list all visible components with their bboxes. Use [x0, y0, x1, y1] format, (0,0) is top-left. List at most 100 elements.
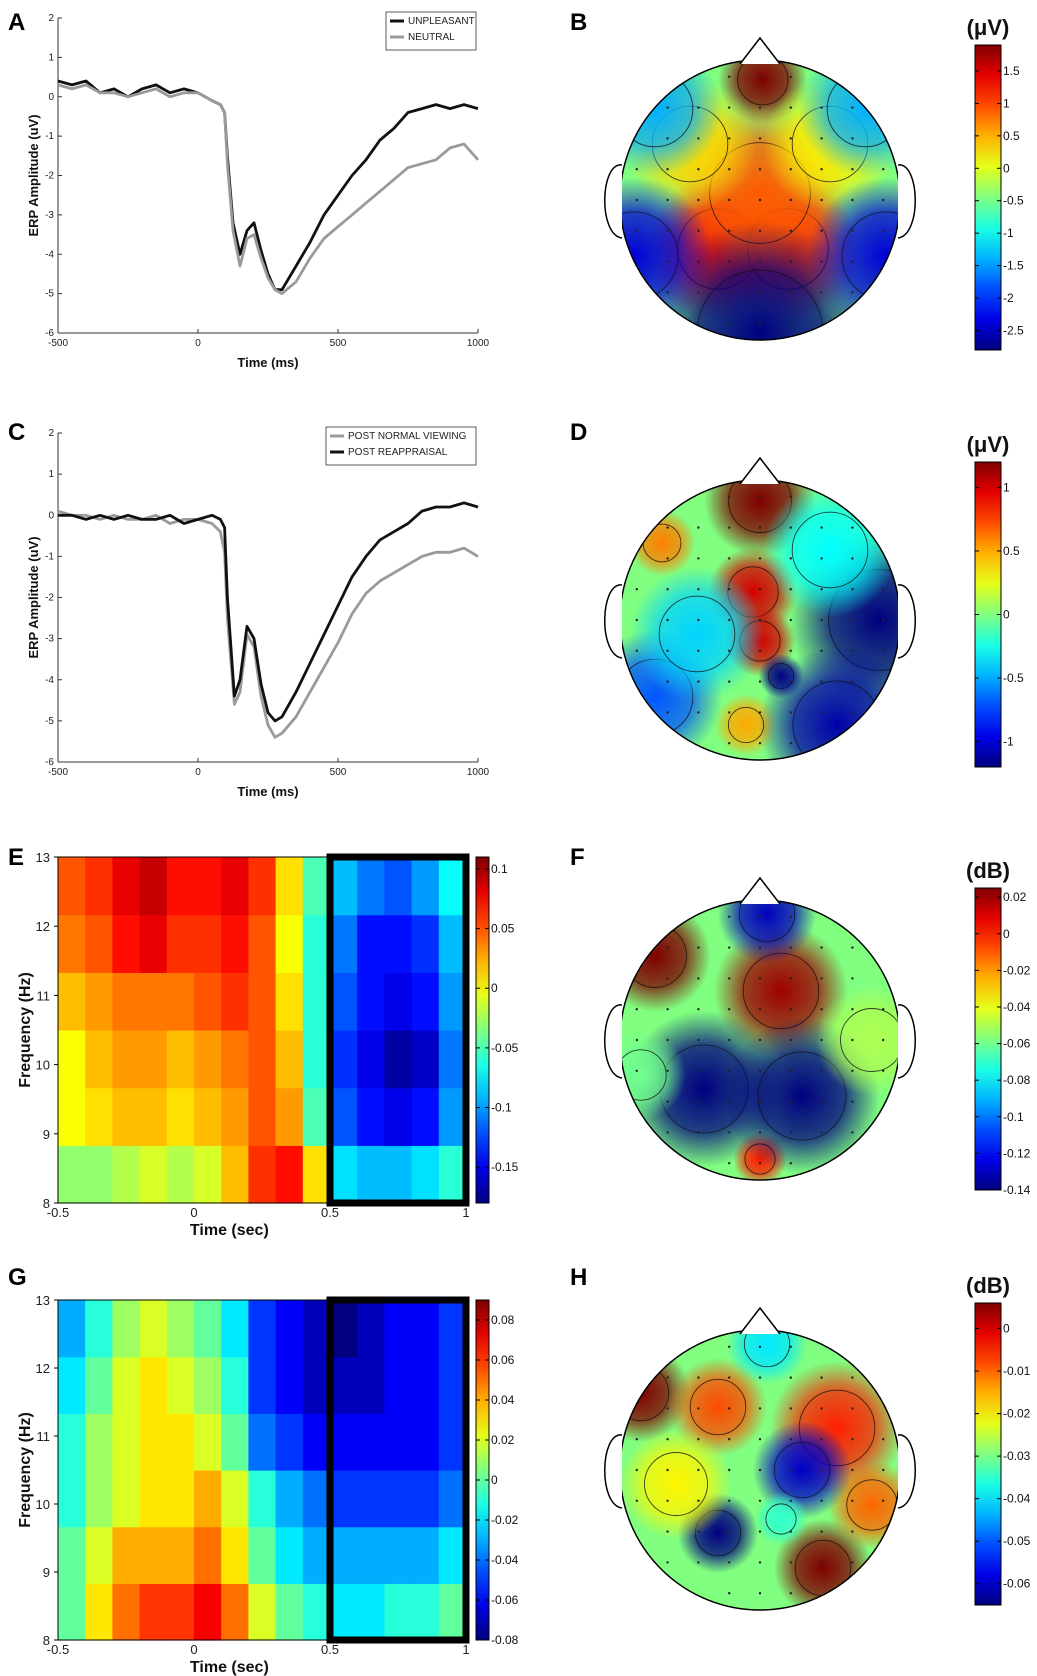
heatmap-cell [112, 1356, 141, 1414]
electrode [882, 168, 885, 171]
heatmap-cell [275, 857, 304, 916]
x-tick-label: 0 [190, 1642, 197, 1657]
electrode [697, 229, 700, 232]
x-tick-label: -500 [48, 338, 68, 349]
heatmap-cell [275, 1145, 304, 1204]
electrode [820, 1069, 823, 1073]
highlight-box [326, 853, 470, 1207]
colorbar-H: 0 -0.01 -0.02 -0.03 -0.04 -0.05 -0.06 (dB) [966, 1273, 1031, 1606]
heatmap-cell [438, 1087, 467, 1146]
heatmap-cell [139, 972, 168, 1031]
heatmap-cell [330, 1470, 358, 1528]
heatmap-cell [85, 1413, 113, 1471]
electrode [789, 75, 792, 79]
y-tick-label: 1 [48, 52, 54, 63]
heatmap-cell [248, 857, 277, 916]
nose [739, 876, 781, 905]
scalp-contour [840, 1008, 900, 1072]
scalp-contour [620, 1049, 667, 1101]
legend [385, 11, 477, 51]
electrode [789, 198, 792, 202]
electrode [789, 1407, 792, 1410]
x-tick-label: 1 [462, 1205, 469, 1220]
heatmap-cell [302, 1030, 331, 1089]
panel-letter-D: D [570, 419, 587, 446]
colorbar-tick-label: 0 [1003, 608, 1010, 622]
electrode [666, 106, 669, 109]
scalp-contour [773, 1441, 831, 1499]
y-tick-label: -5 [45, 289, 54, 300]
scalp-contour [765, 1503, 797, 1535]
legend [325, 426, 477, 466]
heatmap-cell [357, 1145, 385, 1204]
heatmap-cell [275, 972, 304, 1031]
heatmap-cell [330, 1145, 358, 1204]
electrode [820, 1376, 823, 1379]
heatmap-cell [411, 1356, 440, 1414]
electrode [789, 977, 792, 980]
electrode [697, 198, 700, 202]
electrode [758, 198, 762, 202]
electrode [851, 291, 854, 294]
electrode [697, 977, 700, 980]
electrode [820, 260, 823, 263]
heatmap-cell [302, 914, 331, 973]
scalp-blob [629, 566, 765, 702]
heatmap-cell [166, 1470, 195, 1528]
electrode [789, 946, 792, 949]
heatmap-cell [221, 1356, 249, 1414]
heatmap-cell [248, 1583, 277, 1641]
heatmap-cell [275, 1583, 304, 1641]
electrode [789, 495, 792, 498]
heatmap-cell [166, 972, 195, 1031]
electrode [882, 618, 885, 622]
scalp-blob [807, 177, 900, 335]
heatmap-cell [85, 1470, 113, 1528]
y-tick-label: 12 [36, 1361, 50, 1376]
panel-letter-C: C [8, 419, 25, 446]
electrode [666, 1530, 669, 1533]
heatmap-cell [275, 1413, 304, 1471]
y-tick-label: -6 [45, 328, 54, 339]
electrode [697, 1407, 700, 1410]
heatmap-cell [139, 1470, 168, 1528]
electrode [851, 1008, 854, 1011]
x-tick-label: 500 [330, 767, 347, 778]
scalp-contour [743, 1330, 791, 1368]
heatmap-cell [58, 1413, 86, 1471]
x-tick-label: -0.5 [47, 1642, 69, 1657]
heatmap-cell [248, 972, 277, 1031]
heatmap-cell [384, 1145, 413, 1204]
electrode [728, 137, 731, 140]
heatmap-cell [248, 1356, 277, 1414]
heatmap-cell [357, 857, 385, 916]
left-ear [604, 164, 623, 239]
electrode [697, 168, 700, 171]
electrode [728, 229, 731, 232]
electrode [789, 168, 792, 171]
electrode [728, 618, 731, 622]
colorbar-tick-label: 0.02 [1003, 890, 1027, 904]
heatmap-cell [194, 1470, 222, 1528]
heatmap-cell [384, 1300, 413, 1358]
electrode [789, 1438, 792, 1441]
electrode [697, 557, 700, 560]
electrode [882, 1499, 885, 1503]
series-line-1 [58, 501, 479, 723]
electrode [851, 1131, 854, 1134]
electrode [635, 198, 638, 202]
y-tick-label: 10 [36, 1058, 50, 1073]
electrode [882, 198, 885, 202]
heatmap-cell [139, 1526, 168, 1584]
panel-letter-E: E [8, 844, 24, 871]
electrode [758, 1376, 762, 1379]
heatmap-cell [302, 1087, 331, 1146]
scalp-blob [816, 984, 900, 1096]
heatmap-cell [357, 1030, 385, 1089]
heatmap-cell [85, 1583, 113, 1641]
right-ear [897, 1434, 916, 1509]
heatmap-cell [248, 1413, 277, 1471]
electrode [789, 137, 792, 140]
colorbar-tick-label: -0.05 [491, 1041, 519, 1055]
electrode [851, 1530, 854, 1533]
